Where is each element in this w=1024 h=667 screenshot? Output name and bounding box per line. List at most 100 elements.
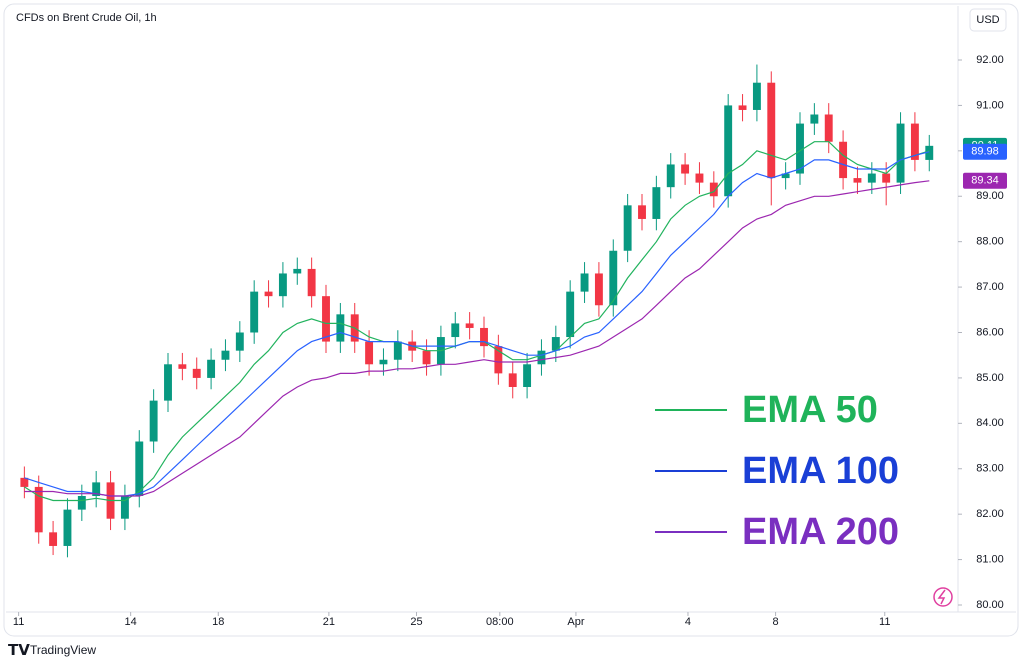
price-tag-label: 89.98 — [971, 146, 999, 158]
candle-body — [322, 296, 330, 342]
ema-line — [24, 151, 930, 497]
candle-body — [623, 205, 632, 251]
candle-body — [480, 327, 488, 347]
candle-body — [925, 145, 934, 160]
candle-body — [207, 359, 216, 378]
candle-body — [839, 141, 848, 179]
candle-body — [594, 273, 603, 306]
candle-body — [724, 105, 733, 197]
candle-body — [63, 509, 72, 546]
x-tick-label: 25 — [410, 616, 422, 628]
legend-label: EMA 100 — [742, 450, 899, 492]
candle-body — [293, 268, 302, 274]
candle-body — [882, 173, 891, 183]
y-tick-label: 80.00 — [976, 599, 1004, 611]
candle-body — [278, 273, 287, 297]
x-tick-label: Apr — [567, 616, 584, 628]
x-tick-label: 14 — [125, 616, 137, 628]
candle-body — [379, 359, 388, 365]
candle-body — [566, 291, 575, 338]
x-tick-label: 11 — [879, 616, 890, 628]
x-tick-label: 08:00 — [486, 616, 514, 628]
candle-body — [307, 268, 316, 297]
candle-body — [652, 187, 661, 219]
candle-body — [365, 341, 374, 365]
ema-line — [24, 180, 930, 497]
candle-body — [537, 350, 546, 365]
candle-body — [164, 364, 172, 401]
candle-body — [638, 205, 646, 219]
candle-body — [34, 486, 43, 533]
candle-body — [221, 350, 230, 360]
x-tick-label: 8 — [773, 616, 779, 628]
candle-body — [120, 496, 129, 519]
candle-body — [92, 482, 101, 496]
alert-icon-bolt — [937, 589, 946, 605]
price-tag — [963, 143, 1007, 160]
candle-body — [494, 346, 503, 374]
brand-logo: 𝗧𝗩 — [8, 642, 30, 659]
y-tick-label: 84.00 — [976, 417, 1004, 429]
candle-body — [523, 364, 532, 387]
y-tick-label: 81.00 — [976, 553, 1004, 565]
y-tick-label: 83.00 — [976, 463, 1004, 475]
candle-body — [508, 373, 517, 387]
candle-body — [580, 273, 589, 292]
brand-name: TradingView — [30, 643, 96, 657]
candle-body — [824, 114, 833, 142]
legend-label: EMA 50 — [742, 389, 878, 431]
candle-body — [695, 173, 704, 183]
candle-body — [853, 178, 862, 183]
candle-body — [192, 368, 201, 378]
x-tick-label: 18 — [212, 616, 224, 628]
candle-body — [451, 323, 460, 338]
candle-body — [77, 496, 86, 510]
candle-body — [551, 337, 560, 351]
alert-icon[interactable] — [933, 587, 953, 607]
candle-body — [135, 441, 144, 496]
candle-body — [149, 400, 158, 442]
chart-title: CFDs on Brent Crude Oil, 1h — [16, 12, 157, 24]
candle-body — [250, 291, 259, 333]
y-tick-label: 88.00 — [976, 236, 1004, 248]
candle-body — [235, 332, 244, 351]
candle-body — [738, 105, 747, 110]
chart-frame — [3, 3, 1019, 637]
x-tick-label: 4 — [685, 616, 691, 628]
price-tag-label: 89.34 — [971, 175, 999, 187]
candle-body — [336, 314, 345, 342]
candle-body — [767, 82, 776, 179]
legend-label: EMA 200 — [742, 511, 899, 553]
candle-body — [796, 123, 804, 174]
candle-body — [752, 82, 761, 110]
candle-body — [465, 323, 474, 328]
candle-body — [49, 532, 58, 546]
candle-body — [178, 364, 187, 369]
candle-body — [20, 477, 29, 487]
x-tick-label: 11 — [13, 616, 24, 628]
candle-body — [867, 173, 876, 183]
y-tick-label: 82.00 — [976, 508, 1004, 520]
candle-body — [666, 164, 675, 188]
price-tag — [963, 172, 1007, 189]
y-tick-label: 86.00 — [976, 326, 1004, 338]
candle-body — [896, 123, 905, 183]
y-tick-label: 91.00 — [976, 99, 1004, 111]
candle-body — [681, 164, 690, 174]
y-tick-label: 85.00 — [976, 372, 1004, 384]
currency-button[interactable] — [969, 8, 1007, 32]
currency-label[interactable]: USD — [976, 14, 999, 26]
candle-body — [264, 291, 273, 297]
candle-body — [781, 173, 790, 179]
candle-body — [810, 114, 819, 124]
candle-body — [709, 182, 718, 197]
y-tick-label: 87.00 — [976, 281, 1004, 293]
candle-body — [609, 250, 618, 306]
x-tick-label: 21 — [323, 616, 335, 628]
y-tick-label: 89.00 — [976, 190, 1004, 202]
candle-body — [422, 350, 431, 365]
candle-body — [910, 123, 919, 160]
candle-body — [393, 341, 402, 360]
